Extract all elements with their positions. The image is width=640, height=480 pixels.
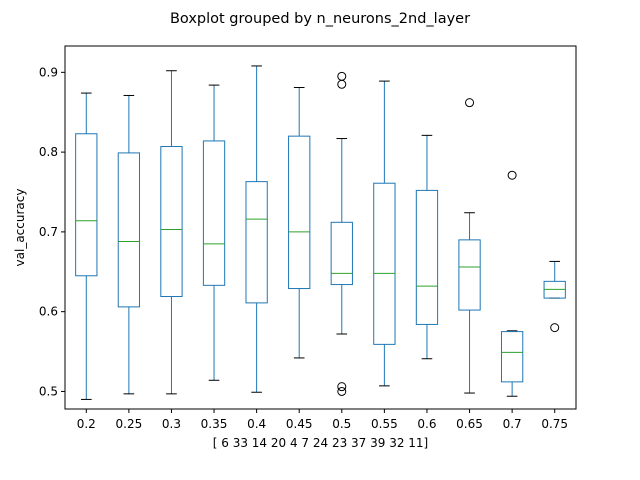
box — [245, 181, 268, 304]
x-tick-label: 0.65 — [456, 417, 483, 431]
outlier-point — [337, 79, 347, 89]
x-tick-label: 0.4 — [247, 417, 266, 431]
x-tick-label: 0.75 — [541, 417, 568, 431]
outlier-point — [337, 386, 347, 396]
box — [288, 135, 311, 290]
y-tick-label: 0.5 — [39, 384, 58, 398]
x-tick-label: 0.6 — [417, 417, 436, 431]
x-tick-label: 0.2 — [77, 417, 96, 431]
box — [330, 221, 353, 286]
outlier-point — [465, 98, 475, 108]
box — [415, 189, 439, 325]
box — [75, 133, 98, 277]
outlier-point — [337, 71, 347, 81]
x-axis-label: [ 6 33 14 20 4 7 24 23 37 39 32 11] — [213, 436, 428, 450]
y-tick-label: 0.6 — [39, 305, 58, 319]
x-tick-label: 0.35 — [201, 417, 228, 431]
y-tick-label: 0.7 — [39, 225, 58, 239]
x-tick-label: 0.55 — [371, 417, 398, 431]
x-tick-label: 0.25 — [116, 417, 143, 431]
outlier-point — [337, 382, 347, 392]
x-tick-label: 0.3 — [162, 417, 181, 431]
x-tick-label: 0.45 — [286, 417, 313, 431]
box — [202, 140, 226, 286]
y-axis-label: val_accuracy — [13, 189, 27, 267]
outlier-point — [507, 170, 517, 180]
plot-frame — [64, 45, 577, 410]
box — [373, 182, 396, 345]
x-tick-label: 0.7 — [503, 417, 522, 431]
x-tick-label: 0.5 — [332, 417, 351, 431]
box — [500, 331, 524, 383]
box — [160, 146, 183, 298]
box — [458, 239, 481, 311]
outlier-point — [550, 323, 560, 333]
plot-area: 0.5 0.6 0.7 0.8 0.9 0.2 0.25 0.3 0.35 0.4 0.45 0.5 0… — [39, 65, 568, 431]
chart-title: Boxplot grouped by n_neurons_2nd_layer — [170, 11, 470, 27]
y-tick-label: 0.9 — [39, 65, 58, 79]
box — [117, 152, 141, 308]
y-tick-label: 0.8 — [39, 145, 58, 159]
